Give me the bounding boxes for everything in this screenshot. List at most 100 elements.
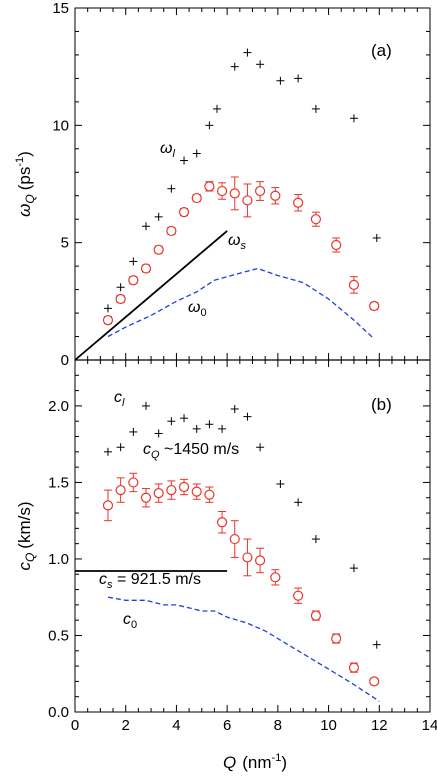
omega_l-point [103, 304, 112, 313]
circle-marker [102, 315, 114, 326]
circle-marker [166, 484, 177, 496]
circle-marker [229, 188, 240, 199]
c_l-point [294, 498, 303, 507]
circle-marker [293, 197, 304, 208]
c_l-point [192, 424, 201, 433]
c_l-point [349, 564, 358, 573]
circle-marker [216, 185, 228, 197]
c_l-point [256, 443, 265, 452]
omega_Q-point [140, 263, 152, 274]
x-tick-label: 8 [274, 717, 282, 734]
omega_Q-point [310, 211, 321, 227]
annotation-c-s: cs = 921.5 m/s [99, 571, 201, 591]
c_Q-point [331, 633, 342, 644]
x-tick-label: 12 [371, 717, 388, 734]
circle-marker [128, 275, 139, 286]
circle-marker [310, 214, 321, 225]
c_Q-point [293, 587, 304, 604]
omega_l-point [243, 48, 252, 57]
c_l-point [129, 427, 138, 436]
omega_Q-point [153, 244, 164, 255]
omega_l-point [116, 283, 125, 292]
c_Q-point [242, 538, 253, 577]
omega_l-point [129, 257, 138, 266]
panel-a-label: (a) [371, 41, 392, 60]
circle-marker [255, 185, 266, 197]
panel-b-label: (b) [371, 395, 392, 414]
omega_l-point [294, 74, 303, 83]
omega_Q-point [178, 207, 190, 218]
c_Q-point [369, 676, 380, 687]
omega_Q-point [216, 182, 228, 200]
omega_Q-point [115, 293, 126, 305]
annotation-omega-0: ω0 [188, 299, 207, 319]
c_Q-point [310, 610, 321, 621]
c_Q-point [128, 472, 139, 493]
annotation-c-0: c0 [123, 611, 137, 631]
c_Q-point [178, 478, 190, 496]
omega_Q-point [166, 225, 177, 237]
circle-marker [115, 293, 126, 305]
c_Q-point [191, 483, 202, 500]
c_l-point [230, 404, 239, 413]
x-tick-label: 2 [122, 717, 130, 734]
circle-marker [331, 239, 342, 251]
omega_s_line-line [74, 230, 228, 361]
omega_Q-point [191, 192, 202, 204]
y-tick-label: 1.0 [48, 551, 69, 568]
circle-marker [204, 489, 215, 500]
c_l-point [205, 420, 214, 429]
circle-marker [166, 225, 177, 237]
omega_l-point [349, 114, 358, 123]
circle-marker [140, 263, 152, 274]
omega_Q-point [102, 315, 114, 326]
omega_Q-point [229, 176, 240, 211]
circle-marker [191, 486, 202, 497]
omega_Q-point [255, 181, 266, 201]
circle-marker [242, 552, 253, 563]
omega_Q-point [270, 187, 281, 205]
omega_l-point [256, 60, 265, 69]
y-tick-label: 15 [52, 0, 69, 17]
circle-marker [204, 181, 215, 192]
panel-b-x-axis-label: Q (nm-1) [223, 752, 287, 772]
circle-marker [153, 244, 164, 255]
omega_Q-point [293, 194, 304, 212]
omega_l-point [230, 62, 239, 71]
panel-a-marks [74, 48, 430, 361]
x-tick-label: 14 [422, 717, 437, 734]
y-tick-label: 5 [61, 235, 69, 252]
c_l-point [276, 479, 285, 488]
omega_l-point [372, 233, 381, 242]
panel-a-ticks: 0 5 10 15 [52, 0, 431, 369]
c_l-point [311, 535, 320, 544]
circle-marker [153, 488, 164, 499]
circle-marker [369, 676, 380, 687]
circle-marker [270, 572, 281, 583]
x-tick-label: 6 [223, 717, 231, 734]
circle-marker [102, 500, 114, 511]
c_Q-point [153, 483, 164, 503]
y-tick-label: 0.5 [48, 627, 69, 644]
panel-a-y-axis-label: ωQ(ps-1) [14, 151, 37, 217]
omega_l-point [213, 104, 221, 113]
y-tick-label: 0.0 [48, 704, 69, 721]
omega_Q-point [242, 183, 253, 218]
c_0-curve [107, 596, 380, 702]
circle-marker [178, 481, 190, 493]
circle-marker [229, 533, 240, 545]
c_l-point [103, 447, 112, 456]
c_Q-point [348, 662, 360, 673]
annotation-c-q: cQ ~1450 m/s [143, 441, 239, 461]
circle-marker [310, 610, 321, 621]
c_l-point [180, 414, 189, 423]
c_Q-point [270, 569, 281, 586]
y-tick-label: 1.5 [48, 474, 69, 491]
c_Q-point [229, 520, 240, 558]
omega_l-point [180, 156, 189, 165]
panel-b-marks [75, 401, 381, 702]
omega_Q-point [204, 181, 215, 192]
circle-marker [178, 207, 190, 218]
c_l-point [142, 401, 150, 410]
annotation-omega-l: ωl [160, 140, 175, 160]
